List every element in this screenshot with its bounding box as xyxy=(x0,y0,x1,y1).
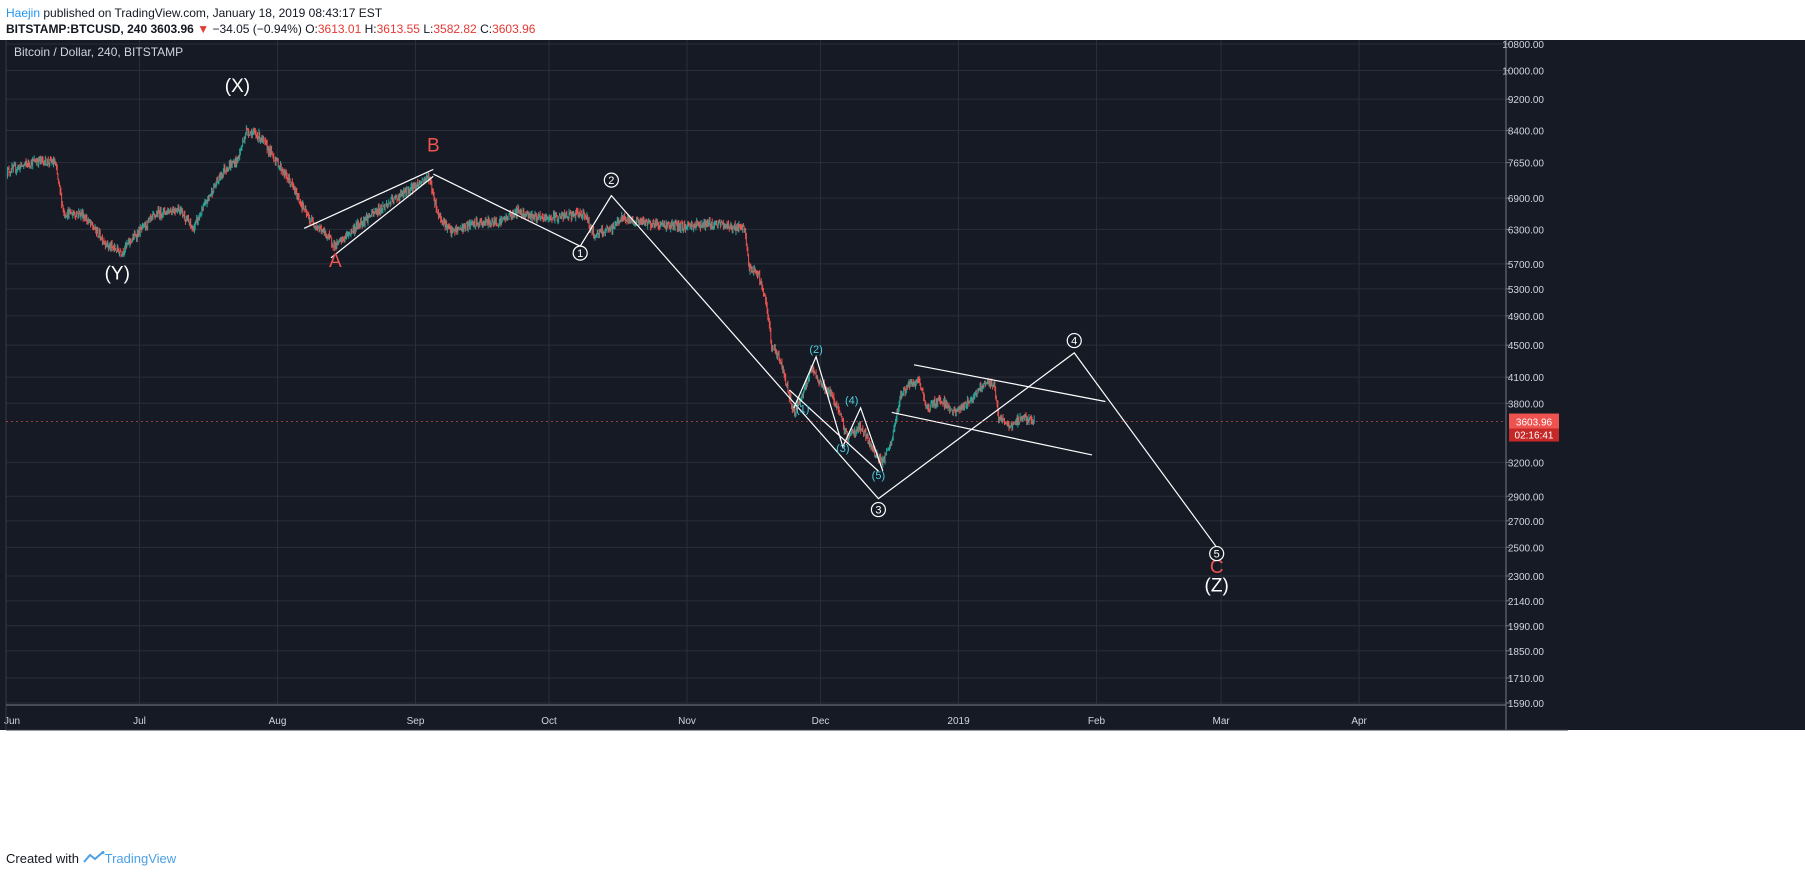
x-tick-label: Jun xyxy=(4,716,20,727)
y-tick-label: 3800.00 xyxy=(1508,399,1545,410)
y-tick-label: 6300.00 xyxy=(1508,225,1545,236)
countdown-tag xyxy=(1509,428,1559,442)
created-with-text: Created with xyxy=(6,851,79,866)
y-tick-label: 6900.00 xyxy=(1508,194,1545,205)
axes-layer: 10800.00 10000.00 9200.00 8400.00 7650.00 690… xyxy=(4,40,1568,731)
y-tick-label: 1710.00 xyxy=(1508,674,1545,685)
countdown-tag-text: 02:16:41 xyxy=(1515,431,1554,442)
wave-circle-icon xyxy=(870,501,887,518)
wave-number-label: 3 xyxy=(875,505,881,517)
sub-wave-label: (2) xyxy=(809,344,822,356)
low-label: L: xyxy=(423,22,434,36)
chart-background xyxy=(0,40,1805,730)
y-tick-label: 1990.00 xyxy=(1508,622,1545,633)
trend-line xyxy=(788,389,879,472)
sub-wave-path xyxy=(793,355,884,472)
wave-number-label: 5 xyxy=(1214,549,1220,561)
y-tick-label: 9200.00 xyxy=(1508,95,1545,106)
x-tick-label: Apr xyxy=(1351,716,1367,727)
y-tick-label: 2140.00 xyxy=(1508,597,1545,608)
wave-circle-icon xyxy=(603,172,619,188)
x-tick-label: Mar xyxy=(1213,716,1231,727)
x-tick-label: Sep xyxy=(407,716,425,727)
x-tick-label: Jul xyxy=(133,716,146,727)
wave-label: B xyxy=(427,136,440,157)
y-tick-label: 2900.00 xyxy=(1508,492,1545,503)
tradingview-logo-icon xyxy=(82,851,105,866)
wave-circle-icon xyxy=(1209,545,1225,562)
y-tick-label: 2300.00 xyxy=(1508,572,1545,583)
x-tick-label: Oct xyxy=(541,716,557,727)
tradingview-link[interactable]: TradingView xyxy=(104,851,177,866)
y-tick-label: 5700.00 xyxy=(1508,260,1545,271)
high-label: H: xyxy=(364,22,377,36)
high-value: 3613.55 xyxy=(376,22,420,36)
trend-line xyxy=(303,168,434,229)
down-arrow-icon: ▼ xyxy=(197,22,210,36)
close-value: 3603.96 xyxy=(492,22,536,36)
wave-number-label: 4 xyxy=(1071,336,1077,348)
elliott-wave-path xyxy=(433,173,1218,548)
symbol-label: BITSTAMP:BTCUSD, 240 xyxy=(6,22,148,36)
y-tick-label: 4500.00 xyxy=(1508,341,1545,352)
chart-header: Haejin published on TradingView.com, Jan… xyxy=(6,4,1796,38)
last-price-tag xyxy=(1509,413,1559,429)
price-chart[interactable]: (X) (Y) A B C(Z) 1 2 3 4 5 (1) (2) (3) (4) (5) 10800.0… xyxy=(0,40,1805,845)
y-tick-label: 3200.00 xyxy=(1508,458,1545,469)
wave-label: A xyxy=(329,251,342,272)
y-tick-label: 5300.00 xyxy=(1508,285,1545,296)
y-tick-label: 4100.00 xyxy=(1508,373,1545,384)
publication-line: Haejin published on TradingView.com, Jan… xyxy=(6,6,382,20)
sub-wave-label: (4) xyxy=(845,395,858,407)
drawings-layer xyxy=(303,168,1218,548)
footer: Created with TradingView xyxy=(6,851,176,866)
y-tick-label: 2500.00 xyxy=(1508,543,1545,554)
x-tick-label: Feb xyxy=(1088,716,1106,727)
wave-circle-icon xyxy=(1066,332,1082,349)
chart-title: Bitcoin / Dollar, 240, BITSTAMP xyxy=(14,45,183,59)
y-tick-label: 7650.00 xyxy=(1508,159,1545,170)
sub-wave-label: (1) xyxy=(796,403,809,415)
x-tick-label: Aug xyxy=(269,716,287,727)
symbol-line: BITSTAMP:BTCUSD, 240 3603.96 ▼ −34.05 (−… xyxy=(6,22,535,36)
author-link[interactable]: Haejin xyxy=(6,6,41,20)
last-price-tag-text: 3603.96 xyxy=(1516,418,1553,429)
x-tick-label: Nov xyxy=(678,716,696,727)
change-value: −34.05 (−0.94%) xyxy=(212,22,302,36)
wave-label: (Y) xyxy=(105,263,130,284)
x-tick-label: 2019 xyxy=(947,716,970,727)
y-tick-label: 1850.00 xyxy=(1508,647,1545,658)
open-label: O: xyxy=(305,22,318,36)
grid xyxy=(5,40,1506,705)
candles-layer xyxy=(5,125,1035,468)
sub-wave-label: (3) xyxy=(836,443,849,455)
published-text: published on TradingView.com, January 18… xyxy=(40,6,383,20)
wave-label: (Z) xyxy=(1205,575,1229,596)
wave-number-label: 1 xyxy=(577,248,583,260)
x-tick-label: Dec xyxy=(812,716,830,727)
low-value: 3582.82 xyxy=(433,22,477,36)
wave-label: C xyxy=(1210,557,1224,578)
last-price: 3603.96 xyxy=(150,22,194,36)
open-value: 3613.01 xyxy=(317,22,362,36)
y-tick-label: 4900.00 xyxy=(1508,312,1545,323)
y-tick-label: 10800.00 xyxy=(1502,40,1544,51)
trend-line xyxy=(891,411,1093,456)
close-label: C: xyxy=(480,22,493,36)
wave-circle-icon xyxy=(572,245,588,261)
y-tick-label: 10000.00 xyxy=(1502,66,1544,77)
y-tick-label: 8400.00 xyxy=(1508,126,1545,137)
wave-label: (X) xyxy=(225,76,250,97)
trend-line xyxy=(913,364,1106,403)
sub-wave-label: (5) xyxy=(872,470,885,482)
y-tick-label: 2700.00 xyxy=(1508,517,1545,528)
trend-line xyxy=(330,175,434,259)
y-tick-label: 1590.00 xyxy=(1508,699,1545,710)
labels-layer: (X) (Y) A B C(Z) 1 2 3 4 5 (1) (2) (3) (4) (5) xyxy=(105,76,1229,597)
wave-number-label: 2 xyxy=(608,175,614,187)
